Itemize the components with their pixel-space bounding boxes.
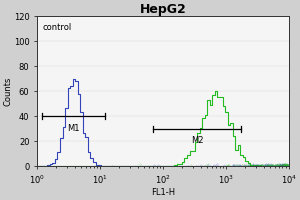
Y-axis label: Counts: Counts [3,77,12,106]
Text: control: control [42,23,71,32]
X-axis label: FL1-H: FL1-H [151,188,175,197]
Text: M1: M1 [67,124,80,133]
Title: HepG2: HepG2 [140,3,186,16]
Text: M2: M2 [191,136,204,145]
